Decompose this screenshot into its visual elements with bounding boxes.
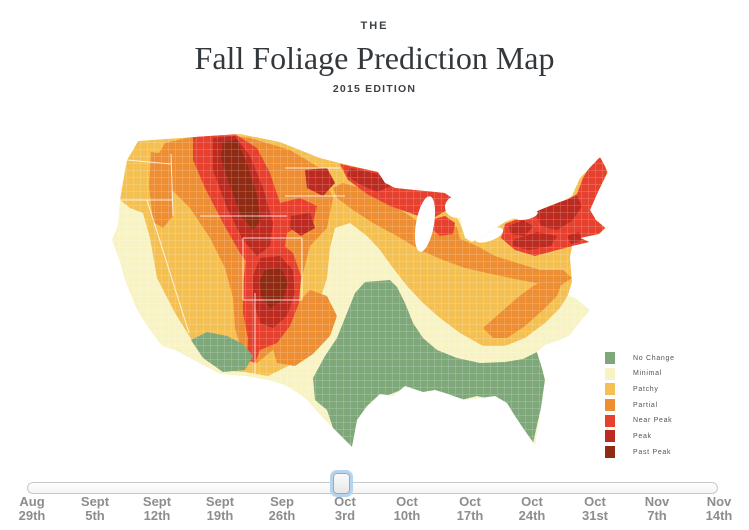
legend-swatch-partial (605, 399, 615, 412)
page-title: Fall Foliage Prediction Map (194, 40, 555, 76)
legend-label: Partial (633, 401, 658, 409)
legend-label: Near Peak (633, 417, 673, 425)
legend-label: Peak (633, 432, 652, 440)
page-header: THE Fall Foliage Prediction Map 2015 EDI… (0, 0, 749, 95)
legend-swatch-near-peak (605, 414, 615, 427)
legend-item: No Change (605, 352, 675, 364)
legend-item: Partial (605, 399, 675, 412)
slider-date-label: Sept 5th (80, 494, 110, 523)
title-edition: 2015 EDITION (332, 83, 417, 95)
legend-item: Past Peak (605, 446, 675, 459)
slider-date-label: Aug 29th (18, 494, 46, 523)
slider-date-label: Nov 7th (644, 494, 670, 523)
slider-date-label: Sept 19th (205, 494, 235, 523)
legend-label: No Change (633, 354, 675, 362)
slider-date-label: Nov 14th (705, 494, 733, 523)
slider-date-label: Oct 31st (581, 494, 609, 523)
county-grid-overlay (112, 134, 608, 447)
slider-date-label: Oct 10th (393, 494, 421, 523)
title-kicker: THE (360, 20, 389, 32)
timeline-slider-thumb[interactable] (333, 473, 350, 494)
slider-date-label: Sept 12th (142, 494, 172, 523)
map-legend: No Change Minimal Patchy Partial Near Pe… (605, 352, 675, 462)
legend-swatch-no-change (605, 352, 615, 364)
slider-date-label: Sep 26th (268, 494, 296, 523)
legend-item: Peak (605, 430, 675, 443)
legend-label: Past Peak (633, 448, 672, 456)
legend-swatch-minimal (605, 367, 615, 380)
legend-item: Near Peak (605, 414, 675, 427)
foliage-map (112, 134, 608, 447)
legend-swatch-patchy (605, 383, 615, 396)
slider-date-label: Oct 17th (456, 494, 484, 523)
slider-date-label: Oct 24th (518, 494, 546, 523)
legend-item: Patchy (605, 383, 675, 396)
timeline-slider-focus-ring (330, 470, 353, 497)
legend-label: Patchy (633, 385, 659, 393)
legend-label: Minimal (633, 370, 663, 378)
legend-swatch-past-peak (605, 446, 615, 459)
timeline-slider-track[interactable] (27, 482, 718, 494)
legend-item: Minimal (605, 367, 675, 380)
slider-date-label: Oct 3rd (334, 494, 356, 523)
legend-swatch-peak (605, 430, 615, 443)
